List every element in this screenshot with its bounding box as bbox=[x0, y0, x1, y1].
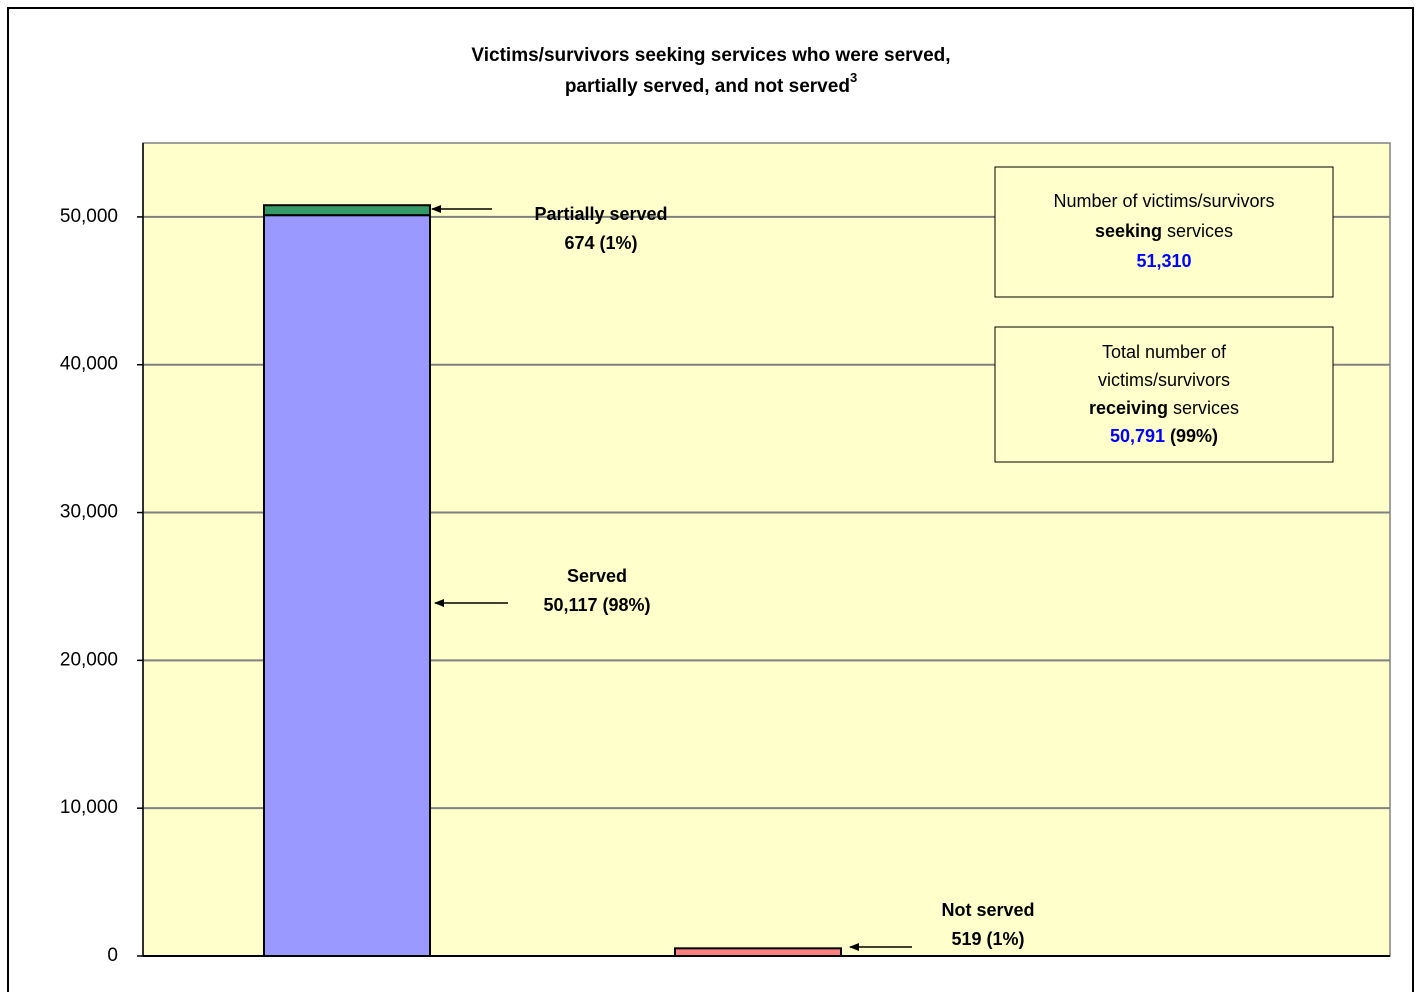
value-label: 50,117 (98%) bbox=[543, 595, 650, 615]
annotation-text: seeking bbox=[1095, 221, 1162, 241]
annotation-text: services bbox=[1162, 221, 1233, 241]
series-label: Not served bbox=[941, 900, 1034, 920]
y-tick-label: 10,000 bbox=[60, 797, 118, 818]
annotation-line: 50,791 (99%) bbox=[1110, 426, 1218, 446]
y-tick-label: 50,000 bbox=[60, 206, 118, 227]
value-label: 519 (1%) bbox=[951, 929, 1024, 949]
annotation-line: victims/survivors bbox=[1098, 370, 1230, 390]
annotation-text: receiving bbox=[1089, 398, 1168, 418]
series-label: Partially served bbox=[534, 204, 667, 224]
chart-title: Victims/survivors seeking services who w… bbox=[471, 45, 950, 66]
annotation-text: 51,310 bbox=[1136, 251, 1191, 271]
chart-title-line: partially served, and not served bbox=[565, 76, 850, 97]
chart-title: partially served, and not served3 bbox=[565, 70, 857, 97]
value-label: 674 (1%) bbox=[564, 233, 637, 253]
annotation-line: seeking services bbox=[1095, 221, 1233, 241]
title-superscript: 3 bbox=[850, 70, 857, 85]
y-tick-label: 0 bbox=[107, 945, 118, 966]
y-tick-label: 20,000 bbox=[60, 649, 118, 670]
annotation-text: Number of victims/survivors bbox=[1053, 191, 1274, 211]
annotation-text: 50,791 bbox=[1110, 426, 1165, 446]
annotation-text: victims/survivors bbox=[1098, 370, 1230, 390]
y-tick-label: 40,000 bbox=[60, 354, 118, 375]
chart-title-line: Victims/survivors seeking services who w… bbox=[471, 45, 950, 66]
bar-segment bbox=[263, 204, 431, 217]
annotation-text: services bbox=[1168, 398, 1239, 418]
annotation-box bbox=[994, 166, 1334, 298]
annotation-line: Total number of bbox=[1102, 342, 1227, 362]
annotation-text: Total number of bbox=[1102, 342, 1227, 362]
annotation-line: Number of victims/survivors bbox=[1053, 191, 1274, 211]
annotation-line: 51,310 bbox=[1136, 251, 1191, 271]
y-tick-label: 30,000 bbox=[60, 502, 118, 523]
annotation-line: receiving services bbox=[1089, 398, 1239, 418]
series-label: Served bbox=[567, 566, 627, 586]
annotation-text: (99%) bbox=[1165, 426, 1218, 446]
annotation-box bbox=[994, 326, 1334, 463]
bar-segment bbox=[263, 214, 431, 957]
bar-segment bbox=[674, 947, 842, 958]
